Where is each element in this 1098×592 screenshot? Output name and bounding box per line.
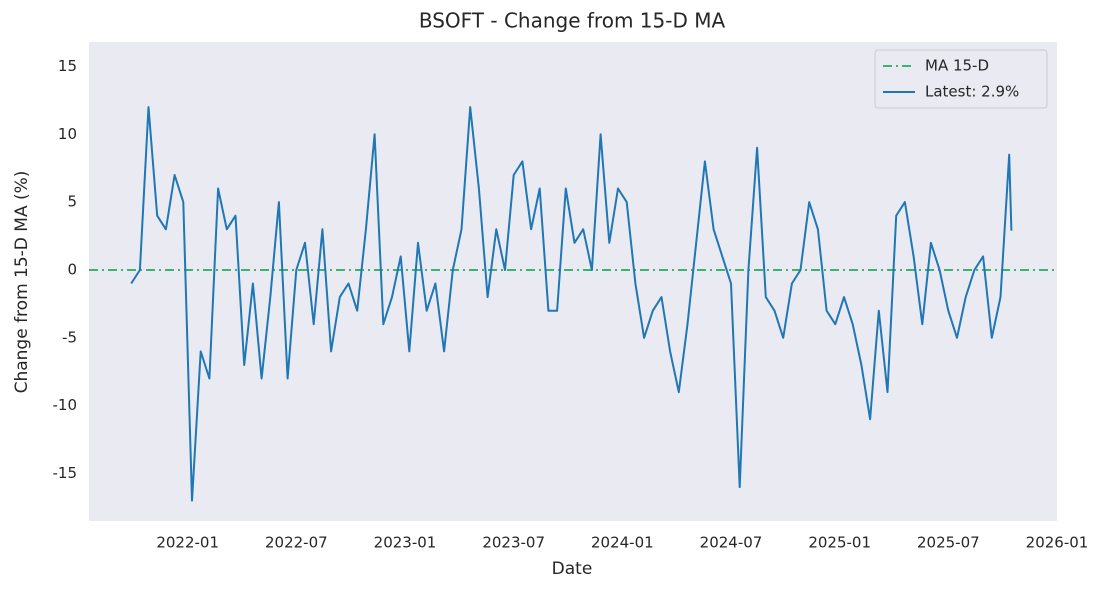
x-tick-label: 2025-01 — [808, 534, 871, 552]
x-tick-label: 2022-01 — [156, 534, 219, 552]
chart-title: BSOFT - Change from 15-D MA — [419, 9, 726, 33]
y-tick-label: 10 — [58, 125, 77, 143]
x-tick-label: 2025-07 — [917, 534, 980, 552]
y-tick-label: 15 — [58, 57, 77, 75]
x-tick-label: 2024-07 — [700, 534, 763, 552]
y-tick-label: 5 — [67, 193, 77, 211]
y-axis-label: Change from 15-D MA (%) — [12, 171, 32, 394]
x-tick-label: 2023-07 — [482, 534, 545, 552]
legend-box — [874, 49, 1048, 109]
x-tick-label: 2022-07 — [265, 534, 328, 552]
data-line — [130, 106, 1013, 502]
y-tick-label: -10 — [53, 396, 78, 414]
x-axis-label: Date — [552, 559, 593, 579]
y-tick-label: 0 — [67, 260, 77, 278]
x-tick-label: 2026-01 — [1026, 534, 1089, 552]
legend-label: MA 15-D — [925, 57, 989, 75]
legend-label: Latest: 2.9% — [925, 83, 1019, 101]
y-tick-label: -15 — [53, 464, 78, 482]
x-tick-label: 2024-01 — [591, 534, 654, 552]
x-tick-label: 2023-01 — [374, 534, 437, 552]
y-tick-label: -5 — [62, 328, 77, 346]
plot-area — [89, 42, 1057, 521]
